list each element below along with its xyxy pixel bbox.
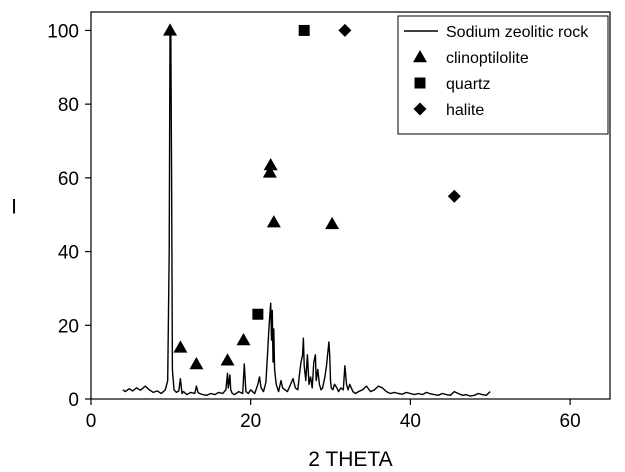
legend-triangle-symbol <box>413 50 427 63</box>
triangle-marker <box>325 216 340 230</box>
series-sodium-zeolitic-rock <box>122 29 491 397</box>
diamond-marker <box>447 189 461 203</box>
square-marker <box>252 308 264 320</box>
triangle-marker <box>189 356 204 370</box>
y-tick-label: 60 <box>58 169 79 190</box>
y-tick-label: 100 <box>47 21 79 42</box>
x-tick-label: 20 <box>240 411 261 432</box>
x-tick-label: 40 <box>400 411 421 432</box>
y-tick-label: 40 <box>58 243 79 264</box>
y-axis-title: I <box>11 196 17 219</box>
legend-label: clinoptilolite <box>446 50 529 67</box>
triangle-marker <box>220 353 235 366</box>
y-tick-label: 80 <box>58 95 79 116</box>
square-marker <box>298 24 310 36</box>
y-tick-label: 20 <box>58 316 79 337</box>
triangle-marker <box>236 333 251 346</box>
plot-frame <box>90 11 611 400</box>
legend-square-symbol <box>414 77 426 89</box>
diamond-marker <box>338 23 352 37</box>
legend-box <box>397 15 609 135</box>
triangle-marker <box>163 23 178 36</box>
series-layer <box>122 23 491 397</box>
y-tick-label: 0 <box>68 390 79 411</box>
triangle-marker <box>266 215 281 228</box>
triangle-marker <box>263 157 278 171</box>
triangle-marker <box>262 165 277 178</box>
x-tick-label: 0 <box>86 411 97 432</box>
series-quartz <box>252 24 310 320</box>
legend-label: halite <box>446 102 484 119</box>
series-line <box>122 29 491 397</box>
triangle-marker <box>173 340 188 353</box>
legend-label: Sodium zeolitic rock <box>446 24 589 41</box>
series-halite <box>338 23 461 203</box>
legend-diamond-symbol <box>413 102 427 116</box>
legend: Sodium zeolitic rock clinoptilolite quartz… <box>397 15 609 135</box>
legend-label: quartz <box>446 76 490 93</box>
series-clinoptilolite <box>163 23 340 370</box>
x-axis-title: 2 THETA <box>308 448 392 471</box>
x-tick-label: 60 <box>560 411 581 432</box>
axes: 0 20 40 60 0 20 40 60 80 100 2 THETA I <box>11 11 611 471</box>
